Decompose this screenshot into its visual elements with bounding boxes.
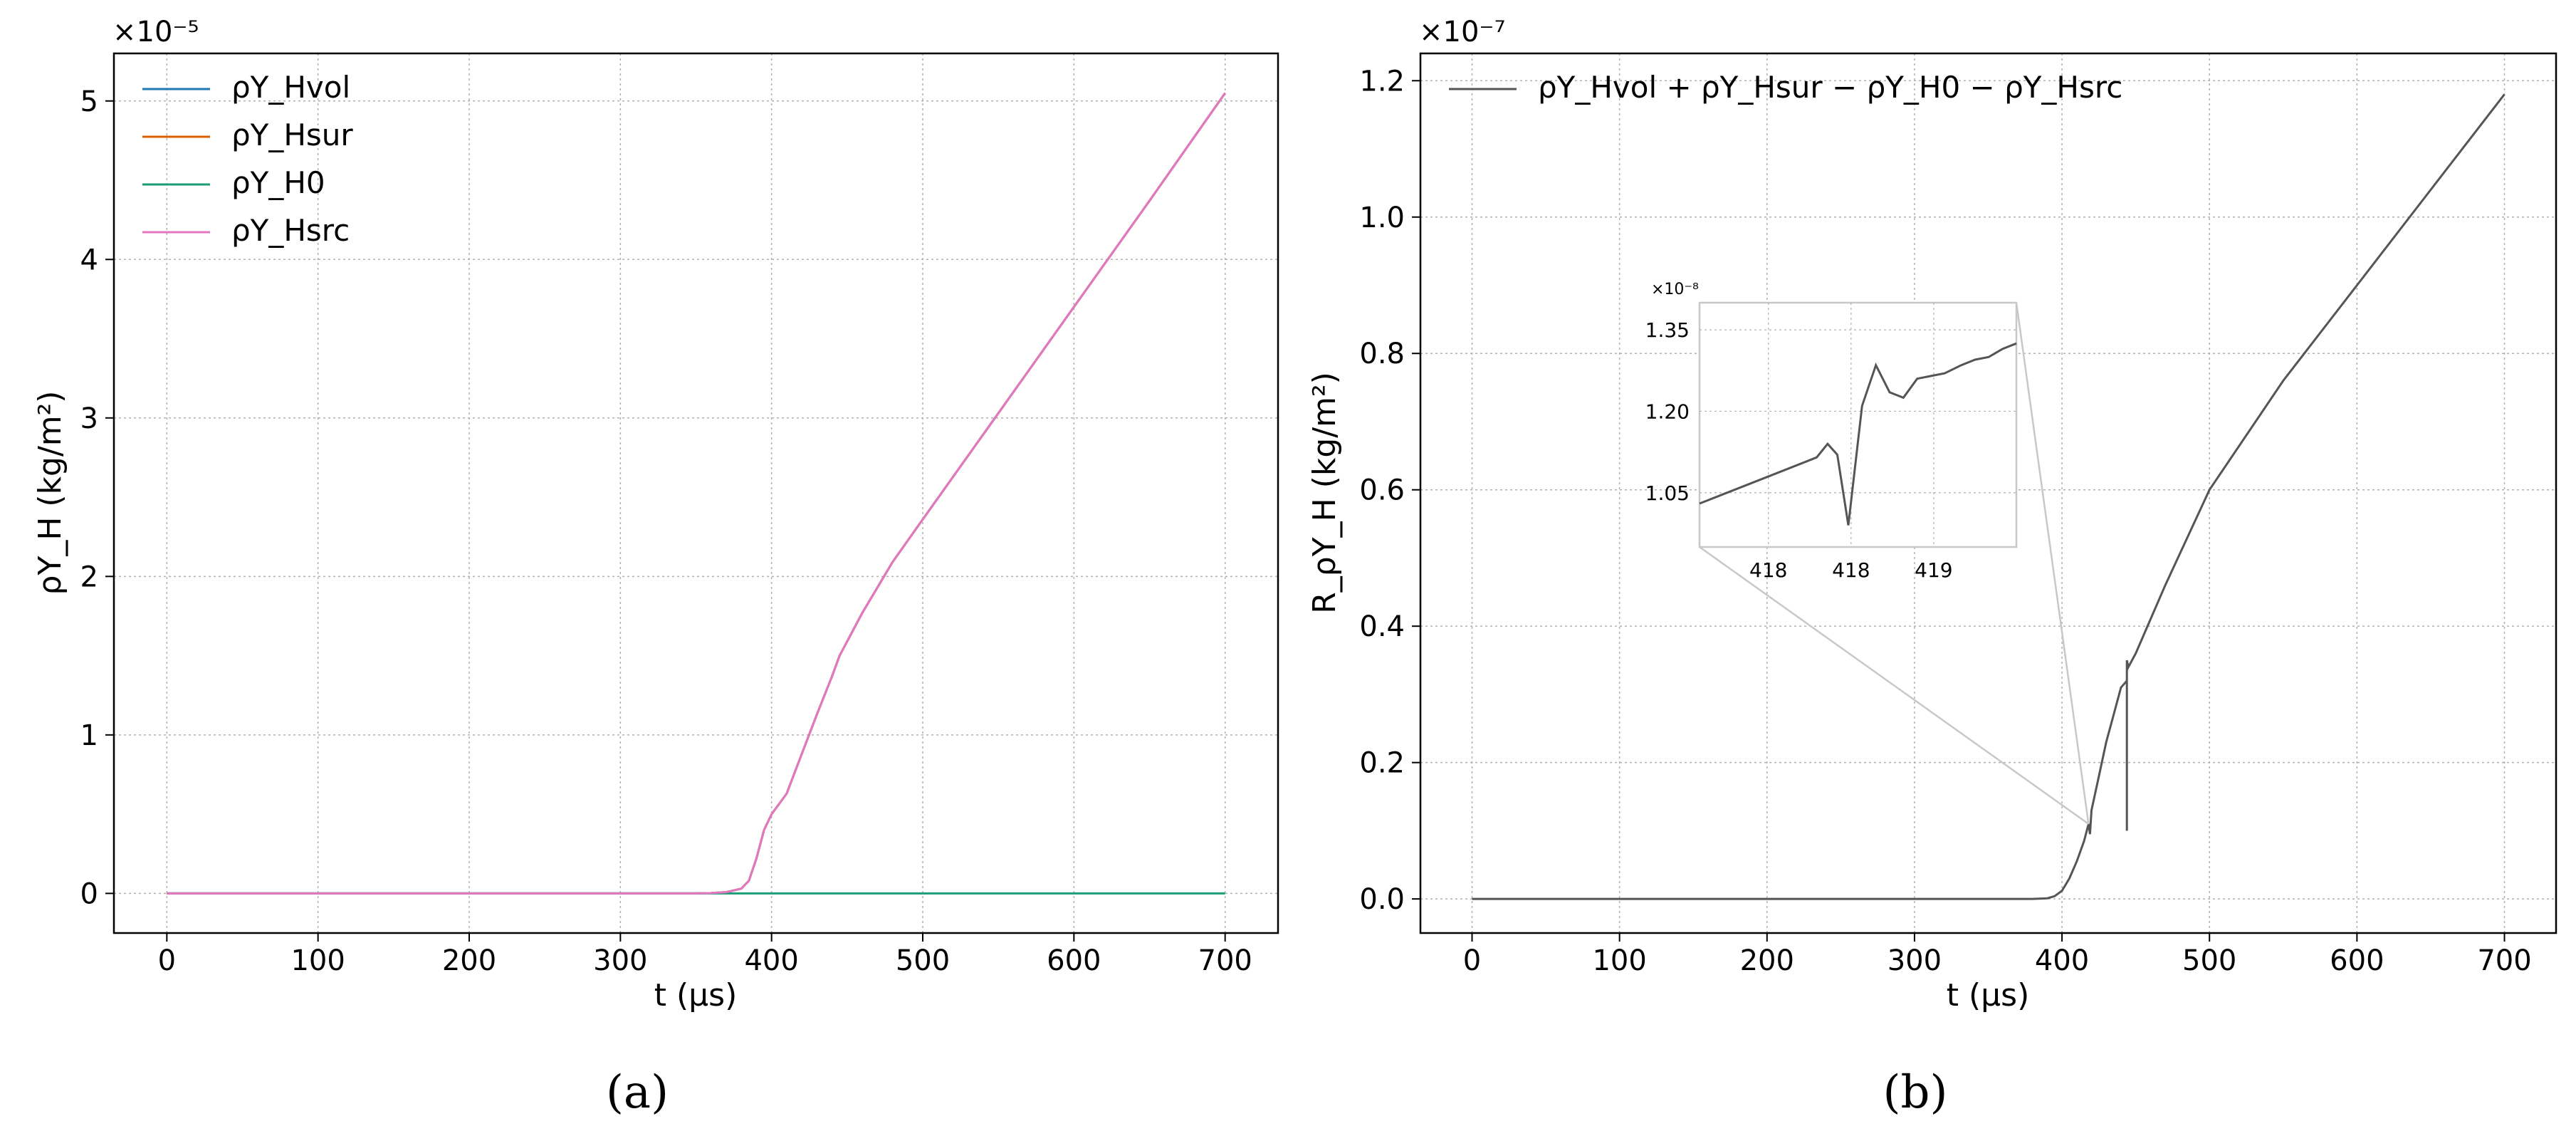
x-tick-label: 500 [2182, 944, 2236, 977]
inset-x-tick-label: 418 [1749, 558, 1787, 582]
x-tick-label: 700 [2477, 944, 2531, 977]
x-tick-label: 200 [1740, 944, 1794, 977]
legend-label-1: ρY_Hsur [231, 118, 353, 152]
y-tick-label: 1.0 [1359, 202, 1405, 234]
x-tick-label: 700 [1198, 944, 1252, 977]
legend-label-0: ρY_Hvol [231, 70, 350, 105]
inset-multiplier: ×10⁻⁸ [1651, 281, 1699, 298]
inset-x-tick-label: 418 [1832, 558, 1870, 582]
panel-a-ticks: 0 100 200 300 400 500 600 700 0 1 2 3 4 5 [80, 85, 1252, 977]
legend-label-2: ρY_H0 [231, 165, 325, 200]
panel-a-xlabel: t (μs) [654, 977, 738, 1014]
y-tick-label: 3 [80, 402, 98, 435]
panel-a-multiplier: ×10⁻⁵ [112, 16, 199, 48]
inset-connector-bottom [1699, 546, 2090, 825]
x-tick-label: 400 [2035, 944, 2089, 977]
panel-a-chart: 0 100 200 300 400 500 600 700 0 1 2 3 4 5 ×10⁻⁵ t (μs… [32, 16, 1279, 1014]
legend-label-0: ρY_Hvol + ρY_Hsur − ρY_H0 − ρY_Hsrc [1538, 70, 2122, 105]
x-tick-label: 100 [1592, 944, 1646, 977]
panel-b-ylabel: R_ρY_H (kg/m²) [1307, 372, 1343, 614]
panel-b-lines [1472, 93, 2506, 900]
panel-a-lines [167, 92, 1226, 895]
panel-a-grid [114, 53, 1278, 933]
series-line-3 [167, 92, 1226, 895]
inset-y-tick-label: 1.35 [1645, 318, 1690, 342]
y-tick-label: 1.2 [1359, 65, 1405, 98]
x-tick-label: 0 [1463, 944, 1481, 977]
y-tick-label: 0 [80, 877, 98, 910]
inset-connector-top [2015, 302, 2090, 824]
x-tick-label: 600 [1047, 944, 1101, 977]
inset-frame [1698, 301, 2018, 548]
panel-b-ticks: 0 100 200 300 400 500 600 700 0.0 0.2 0.4 0.6 0.8 1.0… [1359, 65, 2531, 977]
series-line-0 [1472, 93, 2506, 900]
x-tick-label: 100 [290, 944, 345, 977]
inset-y-tick-label: 1.20 [1645, 400, 1690, 423]
inset-series-line [1699, 342, 2017, 526]
y-tick-label: 1 [80, 719, 98, 752]
y-tick-label: 0.6 [1359, 474, 1405, 507]
panel-a-ylabel: ρY_H (kg/m²) [32, 391, 68, 595]
y-tick-label: 4 [80, 244, 98, 276]
x-tick-label: 300 [593, 944, 647, 977]
inset-y-tick-label: 1.05 [1645, 481, 1690, 505]
panel-b-inset: 418 418 419 1.05 1.20 1.35 ×10⁻⁸ [1645, 281, 2090, 825]
y-tick-label: 0.4 [1359, 610, 1405, 643]
caption-a: (a) [606, 1066, 669, 1119]
y-tick-label: 2 [80, 561, 98, 593]
caption-b: (b) [1883, 1066, 1948, 1119]
y-tick-label: 0.8 [1359, 338, 1405, 370]
panel-b-chart: 0 100 200 300 400 500 600 700 0.0 0.2 0.4 0.6 0.8 1.0… [1307, 16, 2557, 1014]
panel-a-frame [112, 52, 1279, 934]
x-tick-label: 0 [158, 944, 176, 977]
x-tick-label: 200 [442, 944, 496, 977]
y-tick-label: 0.0 [1359, 883, 1405, 916]
panel-b-xlabel: t (μs) [1947, 977, 2030, 1014]
legend-label-3: ρY_Hsrc [231, 213, 350, 248]
panel-b-multiplier: ×10⁻⁷ [1419, 16, 1506, 48]
panel-a-legend: ρY_Hvol ρY_Hsur ρY_H0 ρY_Hsrc [142, 70, 353, 248]
x-tick-label: 600 [2330, 944, 2384, 977]
panel-b-legend: ρY_Hvol + ρY_Hsur − ρY_H0 − ρY_Hsrc [1449, 70, 2122, 105]
panel-b-frame [1419, 52, 2557, 934]
y-tick-label: 0.2 [1359, 747, 1405, 780]
inset-x-tick-label: 419 [1915, 558, 1952, 582]
x-tick-label: 300 [1888, 944, 1942, 977]
y-tick-label: 5 [80, 85, 98, 118]
x-tick-label: 500 [896, 944, 950, 977]
x-tick-label: 400 [744, 944, 798, 977]
